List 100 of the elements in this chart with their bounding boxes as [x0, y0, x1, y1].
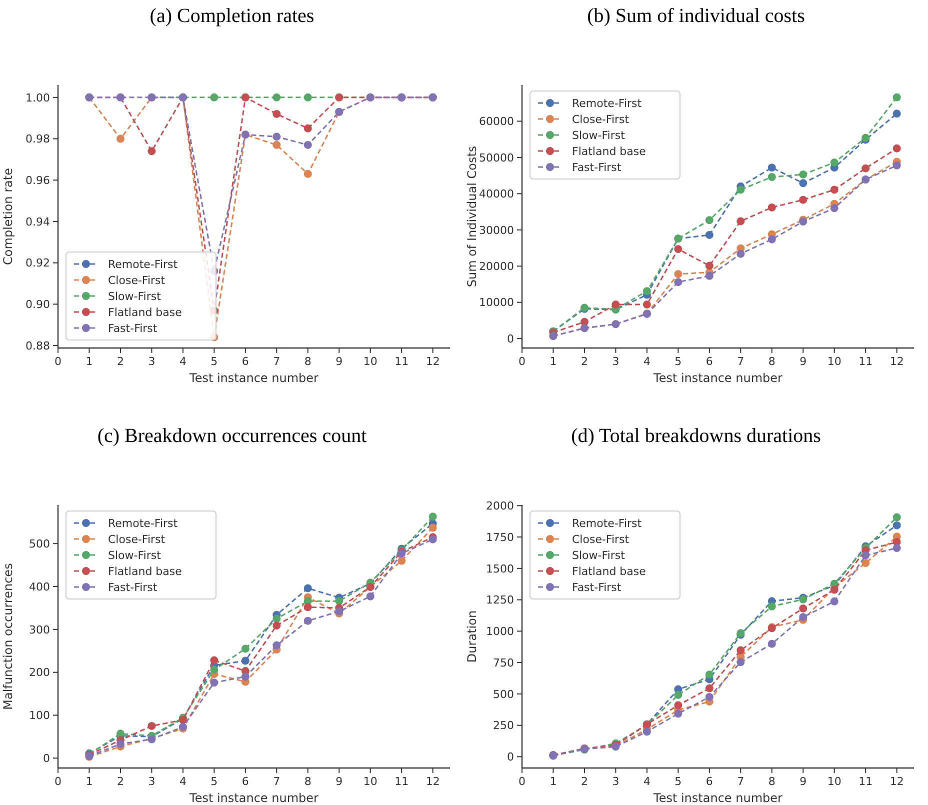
y-tick-label: 400 [29, 580, 50, 594]
y-tick-label: 0.88 [26, 339, 50, 352]
y-tick-label: 1750 [486, 530, 514, 544]
legend-label: Close-First [572, 532, 630, 546]
legend-label: Slow-First [572, 548, 626, 562]
x-tick-label: 2 [580, 355, 588, 368]
chart-title: (b) Sum of individual costs [587, 5, 806, 27]
x-tick-label: 5 [674, 355, 682, 368]
y-tick-label: 40000 [479, 188, 514, 201]
x-tick-label: 6 [706, 355, 713, 368]
x-axis-title: Test instance number [652, 791, 783, 805]
legend-label: Slow-First [108, 548, 162, 562]
y-tick-label: 0.94 [26, 215, 50, 228]
y-tick-label: 30000 [479, 224, 514, 237]
y-tick-label: 1000 [486, 625, 514, 638]
y-axis-title: Completion rate [1, 168, 15, 265]
legend-label: Remote-First [572, 516, 642, 530]
legend-label: Fast-First [572, 160, 622, 174]
x-tick-label: 6 [242, 775, 249, 788]
legend-label: Flatland base [572, 564, 646, 578]
x-tick-label: 12 [426, 775, 440, 788]
y-tick-label: 50000 [479, 151, 514, 164]
legend-label: Slow-First [572, 128, 626, 142]
x-tick-label: 12 [426, 355, 440, 368]
legend-label: Flatland base [108, 564, 182, 578]
x-tick-label: 0 [518, 775, 526, 788]
y-tick-label: 1250 [486, 594, 514, 607]
x-tick-label: 10 [363, 355, 378, 368]
y-tick-label: 500 [493, 688, 514, 701]
legend-label: Flatland base [572, 144, 646, 158]
x-tick-label: 4 [179, 355, 186, 368]
y-tick-label: 750 [493, 656, 514, 670]
x-tick-label: 5 [210, 355, 218, 368]
legend-label: Remote-First [572, 96, 642, 110]
x-tick-label: 0 [54, 775, 62, 788]
y-tick-label: 0.98 [26, 132, 50, 146]
x-tick-label: 8 [768, 355, 776, 368]
x-tick-label: 3 [612, 355, 620, 368]
x-tick-label: 9 [336, 775, 343, 788]
x-tick-label: 10 [827, 775, 842, 788]
x-tick-label: 8 [304, 355, 312, 368]
x-tick-label: 9 [800, 775, 807, 788]
y-tick-label: 0 [507, 332, 514, 346]
x-tick-label: 11 [858, 775, 873, 788]
x-tick-label: 1 [550, 355, 557, 368]
y-tick-label: 1500 [486, 562, 514, 576]
x-tick-label: 11 [394, 355, 409, 368]
x-tick-label: 12 [890, 355, 904, 368]
x-tick-label: 0 [54, 355, 62, 368]
x-tick-label: 5 [674, 775, 682, 788]
x-tick-label: 7 [273, 775, 280, 788]
x-tick-label: 12 [890, 775, 904, 788]
x-tick-label: 1 [550, 775, 557, 788]
x-tick-label: 6 [706, 775, 713, 788]
x-tick-label: 1 [86, 355, 93, 368]
legend-label: Fast-First [108, 322, 158, 335]
y-tick-label: 60000 [479, 115, 514, 128]
x-tick-label: 10 [827, 355, 842, 368]
x-tick-label: 4 [179, 775, 186, 788]
legend-label: Flatland base [108, 306, 182, 319]
y-tick-label: 500 [29, 537, 50, 550]
x-tick-label: 7 [273, 355, 280, 368]
y-tick-label: 300 [29, 623, 50, 636]
chart-title: (a) Completion rates [150, 5, 314, 27]
legend-label: Close-First [108, 274, 166, 287]
x-tick-label: 11 [394, 775, 409, 788]
y-tick-label: 10000 [479, 296, 514, 310]
x-tick-label: 5 [210, 775, 218, 788]
x-tick-label: 7 [737, 355, 744, 368]
x-tick-label: 9 [800, 355, 807, 368]
legend-label: Slow-First [108, 290, 162, 303]
y-tick-label: 1.00 [26, 91, 50, 104]
y-tick-label: 0.90 [26, 298, 50, 312]
x-tick-label: 7 [737, 775, 744, 788]
y-tick-label: 0 [507, 750, 514, 764]
x-tick-label: 6 [242, 355, 249, 368]
chart-title: (c) Breakdown occurrences count [97, 425, 368, 447]
x-tick-label: 3 [612, 775, 620, 788]
y-tick-label: 200 [29, 666, 50, 680]
chart-title: (d) Total breakdowns durations [571, 425, 822, 447]
x-tick-label: 1 [86, 775, 93, 788]
x-tick-label: 4 [643, 775, 650, 788]
y-tick-label: 0.96 [26, 174, 50, 187]
x-tick-label: 2 [116, 355, 124, 368]
legend-label: Close-First [108, 532, 166, 546]
x-tick-label: 3 [148, 355, 156, 368]
y-axis-title: Duration [465, 610, 479, 663]
x-axis-title: Test instance number [188, 791, 319, 805]
x-tick-label: 4 [643, 355, 650, 368]
y-tick-label: 20000 [479, 260, 514, 273]
x-tick-label: 9 [336, 355, 343, 368]
y-axis-title: Malfunction occurrences [1, 563, 15, 710]
x-tick-label: 2 [116, 775, 124, 788]
y-tick-label: 0.92 [26, 256, 50, 270]
x-tick-label: 10 [363, 775, 378, 788]
x-axis-title: Test instance number [652, 371, 783, 385]
legend-label: Remote-First [108, 258, 178, 271]
y-tick-label: 2000 [486, 499, 514, 512]
x-tick-label: 2 [580, 775, 588, 788]
x-tick-label: 11 [858, 355, 873, 368]
